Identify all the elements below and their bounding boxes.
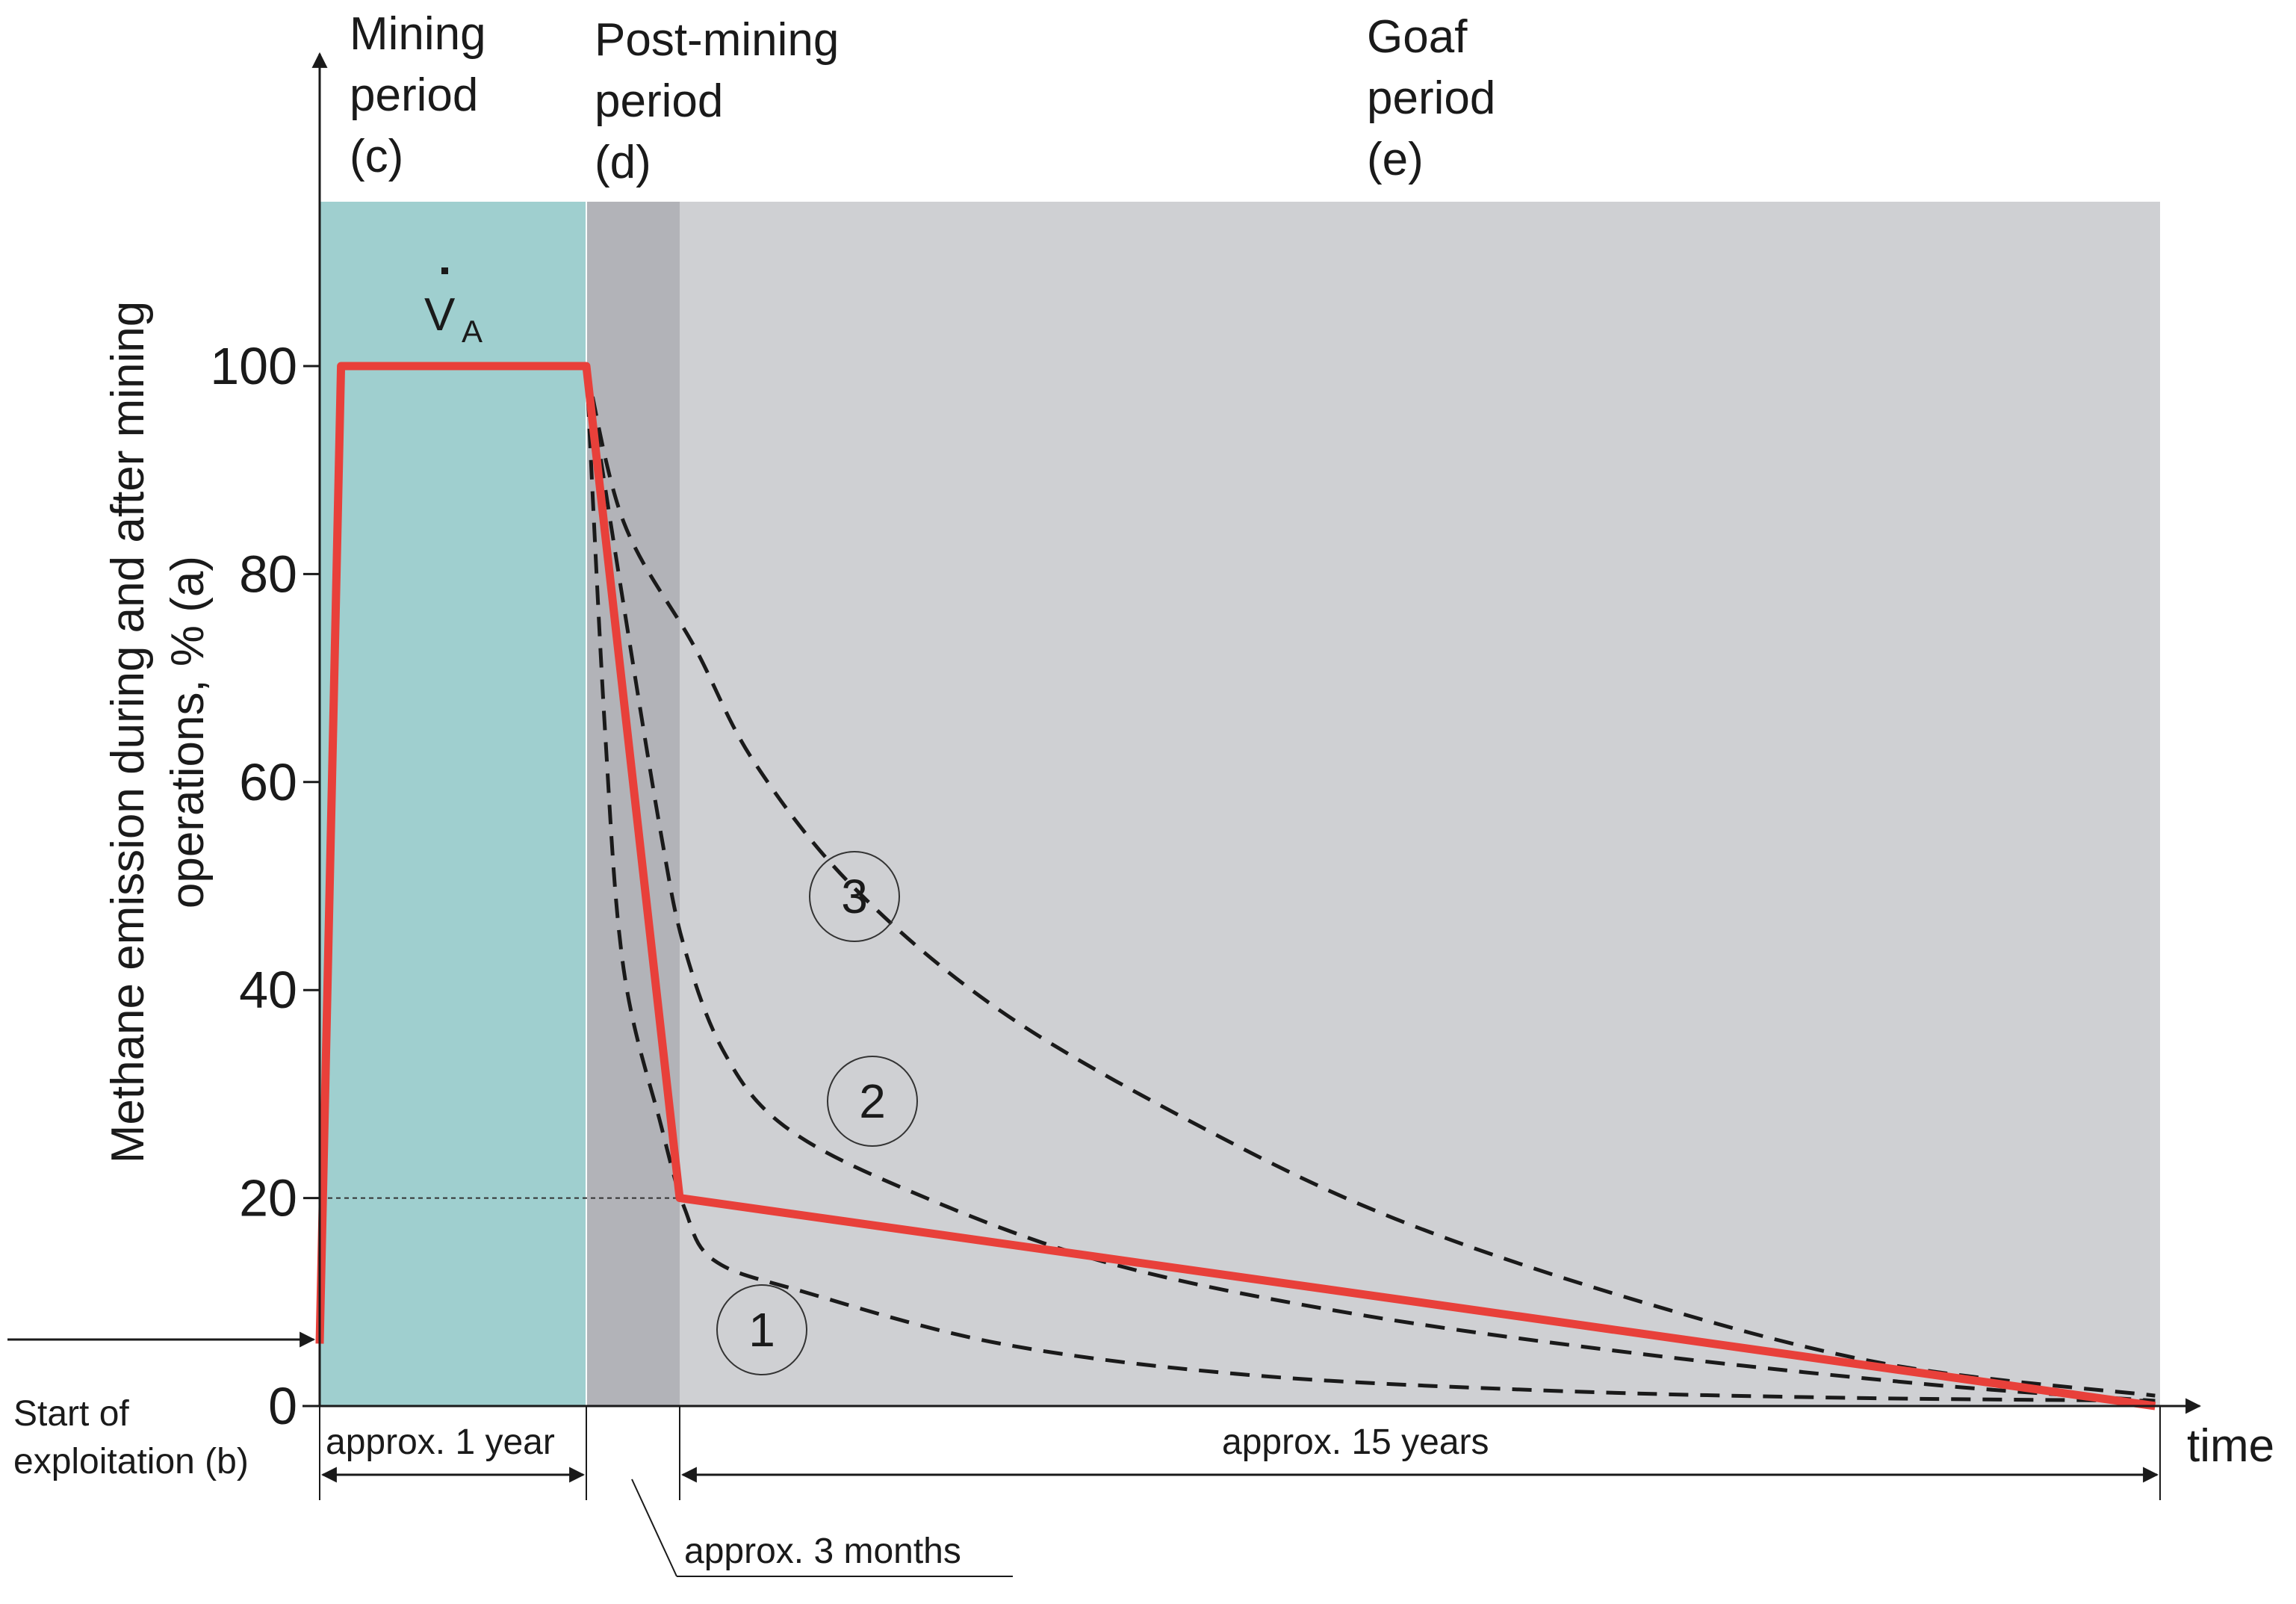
curve-label-3: 3 <box>809 851 900 942</box>
mining-title-line3: (c) <box>350 131 403 182</box>
y-tick-label-0: 0 <box>268 1377 297 1435</box>
band-goaf <box>680 202 2160 1406</box>
series-curve-3 <box>584 365 2156 1398</box>
goaf-title-line1: Goaf <box>1367 11 1468 63</box>
curve-label-2: 2 <box>827 1056 918 1147</box>
y-tick-label-100: 100 <box>210 337 297 395</box>
va-label-v: V <box>424 289 456 341</box>
mining-title-line2: period <box>350 69 478 121</box>
period-bands <box>320 202 2160 1406</box>
y-ticks: 0 20 40 60 80 100 <box>210 337 320 1435</box>
y-tick-label-40: 40 <box>239 961 297 1019</box>
y-axis-label: Methane emission during and after mining… <box>102 301 214 1164</box>
curve-label-3-text: 3 <box>841 870 868 923</box>
curve-label-1-text: 1 <box>748 1303 775 1357</box>
duration-goaf: approx. 15 years <box>1222 1422 1489 1462</box>
series-curve-2 <box>584 365 2156 1403</box>
goaf-title-line3: (e) <box>1367 134 1424 185</box>
post-mining-title-line1: Post-mining <box>595 14 839 66</box>
curve-labels: 1 2 3 <box>716 851 918 1375</box>
series-emission-red <box>315 362 2156 1411</box>
x-axis-label: time <box>2187 1420 2274 1472</box>
period-title-goaf: Goaf period (e) <box>1367 11 1495 185</box>
series-curve-1 <box>584 365 2156 1403</box>
duration-post-mining: approx. 3 months <box>684 1532 961 1571</box>
curve-label-2-text: 2 <box>859 1074 886 1128</box>
series-layer <box>315 362 2156 1411</box>
period-title-post-mining: Post-mining period (d) <box>595 14 839 188</box>
y-tick-label-80: 80 <box>239 545 297 603</box>
mining-title-line1: Mining <box>350 8 486 60</box>
y-axis-label-line1: Methane emission during and after mining <box>102 301 154 1164</box>
start-label-line2: exploitation (b) <box>13 1442 249 1481</box>
start-of-exploitation: Start of exploitation (b) <box>7 1331 316 1481</box>
curve-label-1: 1 <box>716 1284 807 1375</box>
start-label-line1: Start of <box>13 1394 129 1434</box>
period-title-mining: Mining period (c) <box>350 8 486 182</box>
duration-mining: approx. 1 year <box>326 1422 555 1462</box>
post-mining-title-line3: (d) <box>595 137 651 188</box>
va-label-subscript: A <box>462 314 483 349</box>
y-axis-label-line2: operations, % (a) <box>162 556 214 908</box>
band-mining <box>320 202 586 1406</box>
y-tick-label-60: 60 <box>239 753 297 811</box>
y-tick-label-20: 20 <box>239 1169 297 1227</box>
post-mining-title-line2: period <box>595 75 723 127</box>
duration-indicators <box>319 1406 2161 1577</box>
goaf-title-line2: period <box>1367 72 1495 124</box>
va-label: V A <box>424 267 483 349</box>
